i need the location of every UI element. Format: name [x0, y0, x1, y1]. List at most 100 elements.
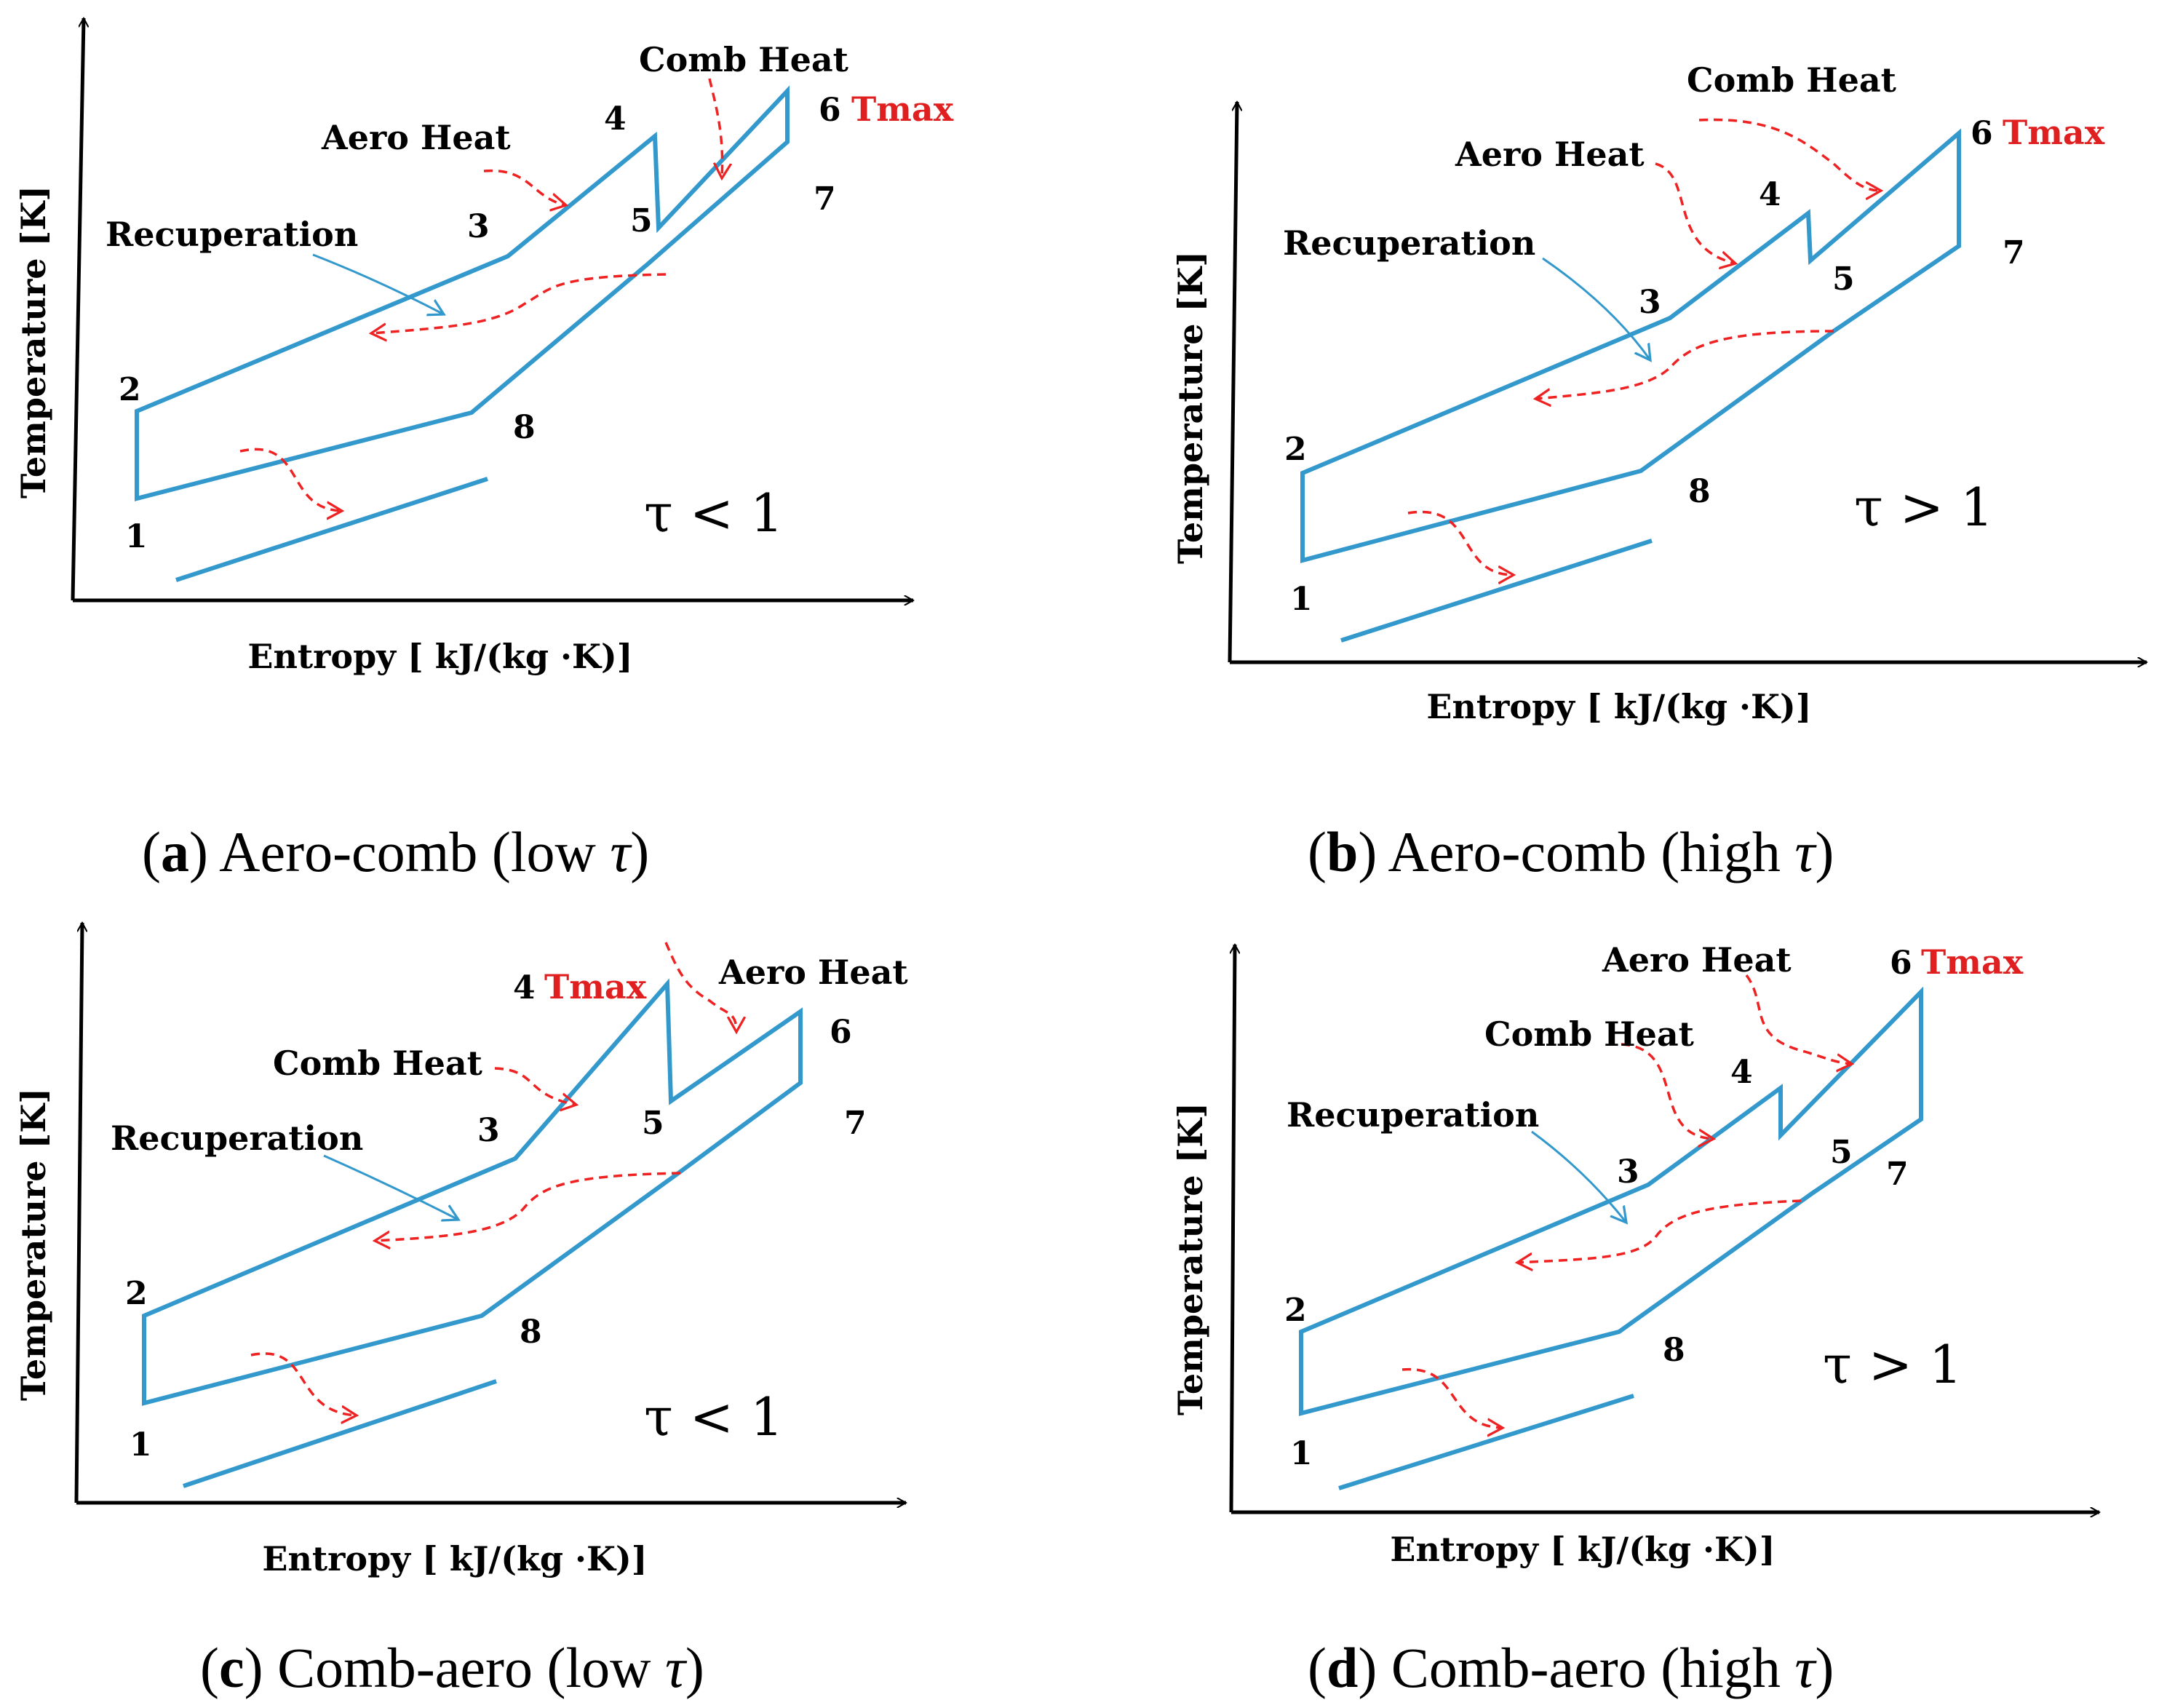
aero-heat-label: Aero Heat [718, 953, 908, 992]
comb-heat-arrow [708, 78, 723, 178]
recuperation-label: Recuperation [1283, 223, 1535, 263]
x-axis-label: Entropy [ kJ/(kg ·K)] [247, 637, 632, 676]
recuperation-arrow [375, 1172, 681, 1241]
heat-flow-arrow [250, 1352, 357, 1415]
state-label: 5 [642, 1105, 664, 1142]
heat-flow-arrow [1401, 1367, 1503, 1428]
exhaust-line [1340, 539, 1653, 643]
aero-heat-label: Aero Heat [1455, 135, 1645, 174]
recuperation-pointer [1531, 1130, 1626, 1223]
aero-heat-label: Aero Heat [1602, 940, 1792, 980]
y-axis [74, 923, 82, 1504]
state-label: 7 [1886, 1156, 1909, 1193]
state-label: 4 [1759, 176, 1781, 213]
tau-relation: τ > 1 [1823, 1334, 1963, 1395]
panel-a: Temperature [K] Entropy [ kJ/(kg ·K)] Re… [14, 18, 954, 883]
y-axis-label: Temperature [K] [1171, 1103, 1210, 1415]
state-label: 5 [630, 202, 653, 239]
state-label: 1 [1290, 581, 1313, 618]
recuperation-label: Recuperation [111, 1119, 363, 1158]
tau-relation: τ > 1 [1854, 477, 1994, 538]
state-label: 6 [830, 1014, 852, 1051]
recuperation-pointer [312, 253, 444, 314]
state-label: 1 [125, 518, 148, 555]
state-label: 8 [1688, 473, 1711, 510]
state-label: 3 [1617, 1153, 1639, 1191]
state-label: 5 [1832, 261, 1855, 298]
state-label: 7 [844, 1105, 867, 1142]
panel-d: Temperature [K] Entropy [ kJ/(kg ·K)] Re… [1171, 940, 2099, 1699]
recuperation-arrow [1517, 1199, 1802, 1263]
state-label: 8 [520, 1314, 542, 1351]
y-axis [1228, 102, 1237, 663]
heat-flow-arrow [1407, 510, 1514, 575]
comb-heat-label: Comb Heat [1484, 1014, 1695, 1054]
state-label: 4 [1730, 1054, 1753, 1091]
y-axis [1229, 945, 1235, 1513]
x-axis-label: Entropy [ kJ/(kg ·K)] [1426, 687, 1811, 726]
comb-heat-arrow [494, 1067, 576, 1105]
aero-heat-arrow [1655, 162, 1735, 263]
recuperation-pointer [1542, 257, 1650, 360]
panel-caption: (b) Aero-comb (high τ) [1308, 820, 1834, 883]
recuperation-pointer [323, 1154, 458, 1220]
recuperation-arrow [1535, 330, 1834, 399]
tmax-label: Tmax [544, 967, 647, 1006]
y-axis-label: Temperature [K] [14, 186, 53, 499]
tmax-label: Tmax [1921, 942, 2024, 982]
state-label: 3 [1639, 284, 1661, 321]
y-axis [71, 18, 84, 601]
x-axis-label: Entropy [ kJ/(kg ·K)] [1390, 1530, 1775, 1569]
aero-heat-label: Aero Heat [321, 118, 511, 157]
state-label: 6 [819, 92, 841, 129]
tmax-label: Tmax [2003, 113, 2105, 152]
aero-heat-arrow [1745, 974, 1852, 1064]
state-label: 2 [125, 1275, 148, 1312]
x-axis-label: Entropy [ kJ/(kg ·K)] [262, 1539, 647, 1578]
cycle-loop [142, 978, 803, 1406]
heat-flow-arrow [239, 448, 342, 511]
state-label: 6 [1890, 945, 1912, 982]
panel-caption: (c) Comb-aero (low τ) [200, 1636, 704, 1699]
aero-heat-arrow [483, 169, 566, 205]
state-label: 7 [2003, 234, 2025, 271]
y-axis-label: Temperature [K] [1171, 251, 1210, 564]
y-axis-label: Temperature [K] [14, 1088, 53, 1401]
panel-caption: (a) Aero-comb (low τ) [142, 820, 649, 883]
exhaust-line [1338, 1394, 1634, 1490]
state-label: 4 [513, 969, 536, 1006]
state-label: 1 [1290, 1435, 1313, 1472]
panel-c: Temperature [K] Entropy [ kJ/(kg ·K)] Re… [14, 923, 908, 1699]
cycle-loop [1300, 128, 1961, 563]
state-label: 4 [604, 100, 627, 138]
state-label: 6 [1971, 115, 1993, 152]
comb-heat-label: Comb Heat [639, 40, 849, 79]
state-label: 3 [467, 208, 490, 245]
state-label: 8 [513, 409, 536, 446]
tau-relation: τ < 1 [644, 1386, 784, 1447]
cycle-loop [135, 85, 790, 501]
state-label: 7 [814, 180, 836, 218]
recuperation-arrow [371, 273, 667, 333]
comb-heat-arrow [1621, 1043, 1714, 1139]
comb-heat-arrow [1698, 118, 1881, 191]
recuperation-label: Recuperation [106, 215, 358, 254]
aero-heat-arrow [664, 942, 736, 1032]
tmax-label: Tmax [851, 90, 954, 129]
exhaust-line [183, 1379, 497, 1488]
state-label: 8 [1663, 1332, 1685, 1369]
panel-b: Temperature [K] Entropy [ kJ/(kg ·K)] Re… [1171, 60, 2147, 883]
state-label: 3 [477, 1112, 500, 1149]
exhaust-line [175, 477, 488, 582]
comb-heat-label: Comb Heat [273, 1044, 483, 1083]
state-label: 2 [1284, 431, 1307, 468]
state-label: 5 [1830, 1134, 1853, 1171]
state-label: 1 [130, 1426, 152, 1463]
state-label: 2 [1284, 1292, 1307, 1329]
tau-relation: τ < 1 [644, 482, 784, 544]
recuperation-label: Recuperation [1287, 1095, 1539, 1135]
comb-heat-label: Comb Heat [1687, 60, 1897, 100]
panel-caption: (d) Comb-aero (high τ) [1308, 1636, 1834, 1699]
state-label: 2 [119, 371, 141, 408]
